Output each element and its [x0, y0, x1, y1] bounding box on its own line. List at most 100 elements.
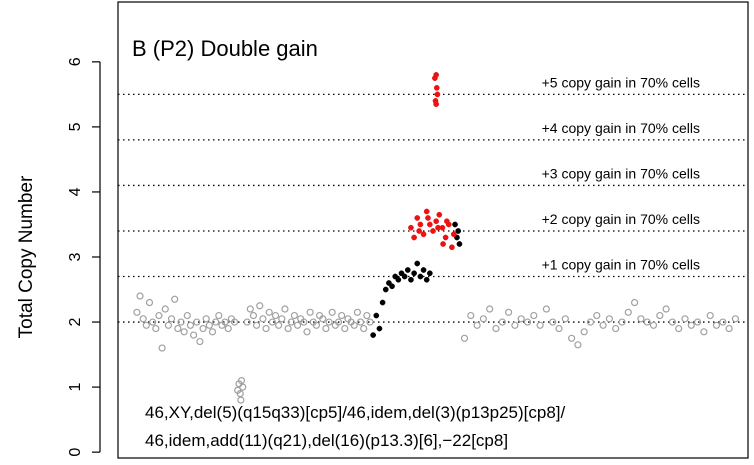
data-point: [668, 318, 677, 326]
data-point: [149, 318, 157, 326]
data-point: [370, 332, 376, 338]
chart-title: B (P2) Double gain: [132, 36, 318, 61]
data-point: [433, 72, 439, 78]
data-point: [293, 321, 302, 329]
data-point: [719, 318, 727, 326]
data-point: [425, 215, 431, 221]
data-point: [460, 334, 469, 342]
data-point: [167, 315, 176, 323]
data-point: [259, 315, 267, 323]
data-point: [725, 324, 733, 333]
annotation: 46,idem,add(11)(q21),del(16)(p13.3)[6],−…: [145, 431, 508, 450]
data-point: [580, 328, 588, 336]
data-point: [239, 383, 247, 391]
reference-label: +3 copy gain in 70% cells: [542, 165, 700, 181]
data-point: [395, 276, 402, 283]
data-point: [455, 228, 462, 234]
data-point: [312, 321, 321, 329]
data-point: [328, 308, 336, 316]
data-point: [253, 321, 261, 329]
data-point: [643, 318, 651, 326]
data-point: [186, 321, 195, 329]
data-point: [338, 311, 346, 320]
data-point: [574, 341, 582, 349]
data-point: [656, 311, 664, 320]
data-point: [180, 328, 188, 336]
data-point: [440, 241, 446, 247]
data-point: [246, 305, 254, 313]
data-point: [414, 260, 421, 267]
data-point: [208, 328, 217, 336]
data-point: [599, 321, 607, 329]
data-point: [442, 234, 449, 241]
data-point: [152, 324, 160, 333]
data-point: [243, 318, 251, 326]
data-point: [161, 305, 169, 313]
data-point: [221, 318, 229, 326]
data-point: [290, 311, 298, 320]
data-point: [136, 292, 144, 300]
data-point: [401, 273, 408, 280]
data-point: [256, 302, 264, 310]
data-point: [404, 267, 411, 273]
data-point: [731, 315, 740, 323]
data-point: [555, 324, 563, 333]
data-point: [434, 91, 441, 98]
data-point: [630, 298, 639, 307]
data-point: [389, 283, 395, 290]
data-point: [549, 318, 557, 326]
data-point: [262, 324, 270, 333]
data-point: [237, 376, 246, 385]
reference-label: +2 copy gain in 70% cells: [542, 211, 700, 227]
reference-label: +4 copy gain in 70% cells: [542, 120, 700, 136]
data-point: [423, 208, 430, 215]
data-point: [430, 228, 436, 234]
data-point: [230, 318, 239, 326]
data-point: [420, 267, 427, 273]
reference-label: +1 copy gain in 70% cells: [542, 257, 700, 273]
data-point: [423, 276, 430, 283]
data-point: [486, 305, 494, 313]
data-point: [498, 318, 506, 326]
data-point: [356, 318, 365, 326]
data-point: [467, 311, 475, 320]
data-point: [417, 273, 424, 280]
data-point: [334, 318, 343, 326]
data-point: [505, 308, 513, 316]
data-point: [417, 221, 424, 228]
y-tick-label: 2: [67, 317, 84, 326]
data-point: [376, 325, 383, 332]
data-point: [681, 315, 689, 323]
data-point: [265, 308, 273, 316]
data-point: [202, 315, 210, 323]
data-point: [142, 321, 150, 329]
data-point: [414, 215, 421, 221]
data-point: [284, 324, 292, 333]
data-point: [433, 218, 439, 225]
data-point: [523, 318, 532, 326]
data-point: [444, 218, 450, 225]
data-point: [416, 228, 422, 234]
data-point: [649, 321, 658, 329]
data-point: [212, 318, 220, 326]
data-point: [174, 324, 182, 333]
data-point: [706, 311, 714, 320]
data-point: [196, 337, 204, 346]
data-point: [237, 396, 245, 404]
data-point: [271, 311, 280, 320]
data-point: [353, 308, 361, 316]
data-point: [517, 315, 525, 323]
data-point: [275, 321, 283, 329]
data-point: [190, 331, 198, 339]
data-point: [183, 311, 191, 320]
data-point: [278, 315, 286, 323]
y-tick-label: 5: [67, 122, 84, 131]
data-point: [593, 311, 601, 320]
data-point: [373, 312, 380, 319]
data-point: [637, 315, 645, 323]
data-point: [662, 305, 670, 313]
data-point: [427, 270, 433, 277]
data-point: [605, 315, 614, 323]
data-point: [155, 311, 163, 320]
